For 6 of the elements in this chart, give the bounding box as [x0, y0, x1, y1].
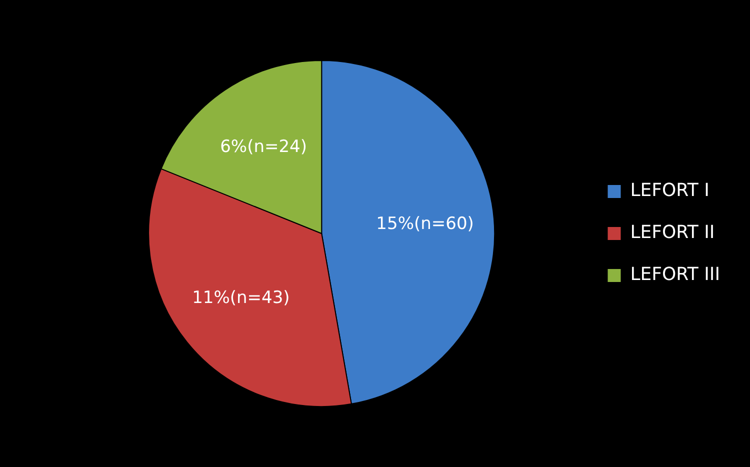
data-label: 11%(n=43) [192, 288, 290, 308]
legend-label: LEFORT II [630, 222, 715, 244]
data-label: 6%(n=24) [220, 136, 307, 157]
legend-label: LEFORT III [630, 264, 720, 286]
legend-label: LEFORT I [630, 180, 710, 202]
data-label: 15%(n=60) [376, 214, 474, 234]
